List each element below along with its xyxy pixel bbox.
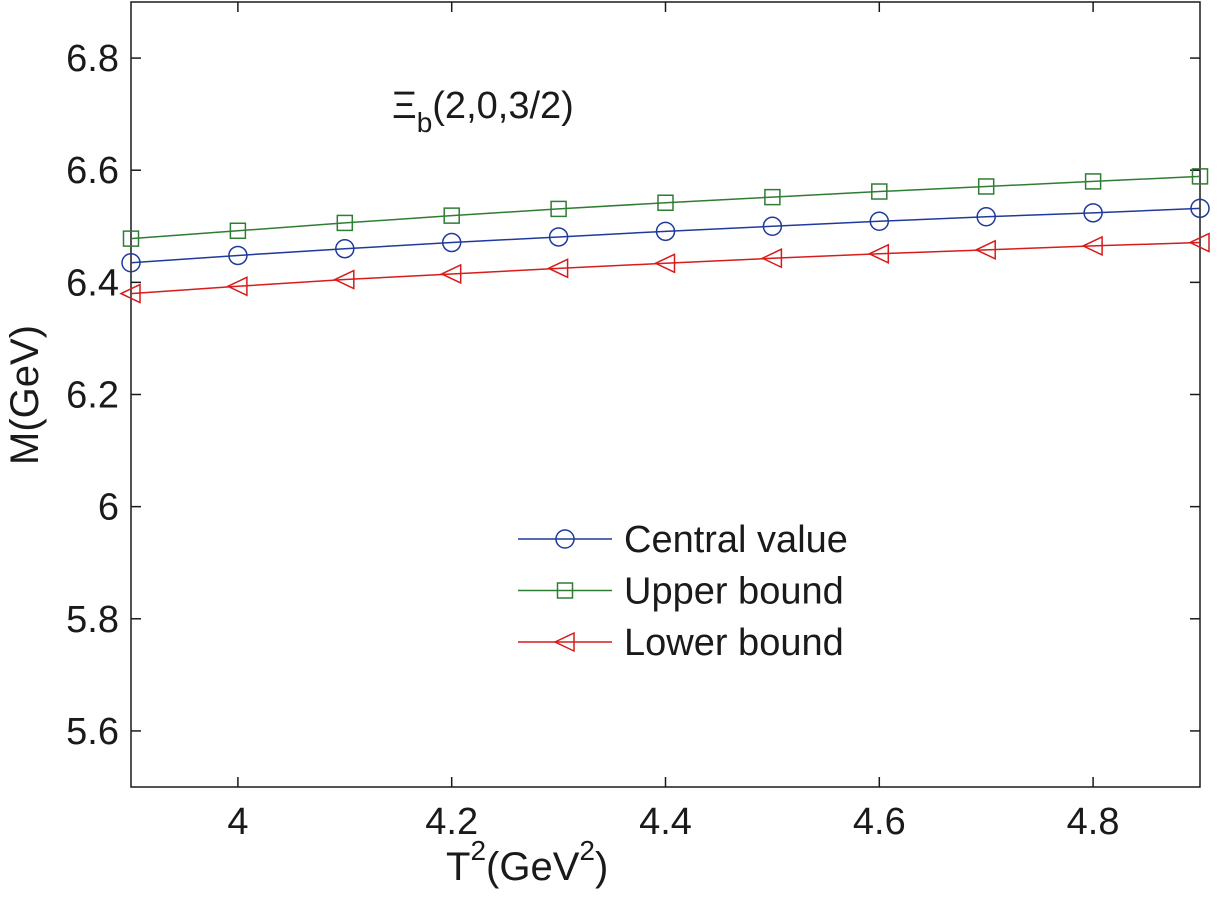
legend-marker bbox=[556, 582, 574, 599]
data-point bbox=[653, 253, 676, 274]
y-tick-label: 6.4 bbox=[66, 262, 119, 304]
data-point bbox=[333, 269, 355, 290]
data-point bbox=[867, 243, 890, 264]
data-point bbox=[1190, 198, 1210, 219]
y-tick-label: 6.6 bbox=[66, 150, 119, 192]
series-line bbox=[130, 241, 1201, 295]
data-point bbox=[439, 263, 462, 285]
legend-item: Lower bound bbox=[518, 622, 844, 664]
data-point bbox=[974, 239, 996, 261]
plot-frame bbox=[130, 1, 1201, 788]
series-line bbox=[130, 207, 1201, 264]
legend-item: Central value bbox=[518, 519, 848, 561]
series-lower-bound bbox=[119, 232, 1210, 304]
x-axis-ticks: 4 4.2 4.4 4.6 4.8 bbox=[227, 2, 1120, 843]
x-tick-label: 4.2 bbox=[425, 801, 478, 843]
y-axis-label: M(GeV) bbox=[3, 325, 47, 465]
data-point bbox=[977, 178, 995, 195]
annotation-sub: b bbox=[417, 107, 433, 138]
y-tick-label: 6.2 bbox=[66, 375, 119, 417]
plot-area bbox=[130, 1, 1201, 788]
data-point bbox=[550, 200, 567, 218]
data-point bbox=[1081, 235, 1103, 257]
data-point bbox=[122, 230, 140, 247]
series-upper-bound bbox=[122, 168, 1209, 247]
y-tick-label: 5.6 bbox=[66, 711, 119, 753]
legend-marker bbox=[553, 631, 575, 653]
data-point bbox=[871, 183, 888, 200]
data-point bbox=[869, 211, 890, 231]
data-point bbox=[335, 238, 355, 259]
data-point bbox=[121, 252, 141, 273]
legend-label: Upper bound bbox=[624, 571, 844, 613]
x-tick-label: 4.4 bbox=[639, 801, 692, 843]
data-point bbox=[657, 194, 674, 211]
y-axis-ticks: 5.6 5.8 6 6.2 6.4 6.6 6.8 bbox=[66, 38, 1200, 753]
series-group bbox=[119, 168, 1210, 304]
legend-marker bbox=[555, 529, 575, 549]
data-point bbox=[336, 214, 354, 232]
legend-label: Central value bbox=[624, 519, 848, 561]
y-tick-label: 5.8 bbox=[66, 599, 119, 641]
y-tick-label: 6 bbox=[98, 487, 119, 529]
chart-annotation: Ξb(2,0,3/2) bbox=[392, 85, 574, 138]
series-central-value bbox=[121, 198, 1210, 273]
data-point bbox=[546, 258, 569, 279]
annotation-rest: (2,0,3/2) bbox=[432, 85, 574, 127]
data-point bbox=[762, 216, 783, 237]
data-point bbox=[976, 207, 996, 227]
data-point bbox=[1084, 173, 1102, 190]
x-tick-label: 4.6 bbox=[853, 801, 906, 843]
data-point bbox=[119, 283, 141, 304]
legend-item: Upper bound bbox=[518, 571, 844, 613]
x-tick-label: 4 bbox=[227, 801, 248, 843]
data-point bbox=[760, 248, 783, 269]
legend-label: Lower bound bbox=[624, 622, 844, 664]
data-point bbox=[441, 232, 462, 253]
data-point bbox=[443, 207, 460, 224]
legend: Central value Upper bound Lower bound bbox=[518, 519, 848, 664]
data-point bbox=[226, 276, 248, 297]
data-point bbox=[548, 227, 569, 247]
x-tick-label: 4.8 bbox=[1067, 801, 1120, 843]
data-point bbox=[655, 221, 676, 242]
data-point bbox=[1191, 168, 1209, 185]
data-point bbox=[228, 245, 248, 266]
x-axis-label: T2(GeV2) bbox=[446, 835, 608, 889]
data-point bbox=[229, 222, 247, 240]
data-point bbox=[1188, 232, 1210, 253]
series-line bbox=[130, 175, 1201, 240]
annotation-base: Ξ bbox=[392, 85, 417, 127]
data-point bbox=[764, 188, 781, 206]
y-tick-label: 6.8 bbox=[66, 38, 119, 80]
data-point bbox=[1083, 203, 1103, 223]
